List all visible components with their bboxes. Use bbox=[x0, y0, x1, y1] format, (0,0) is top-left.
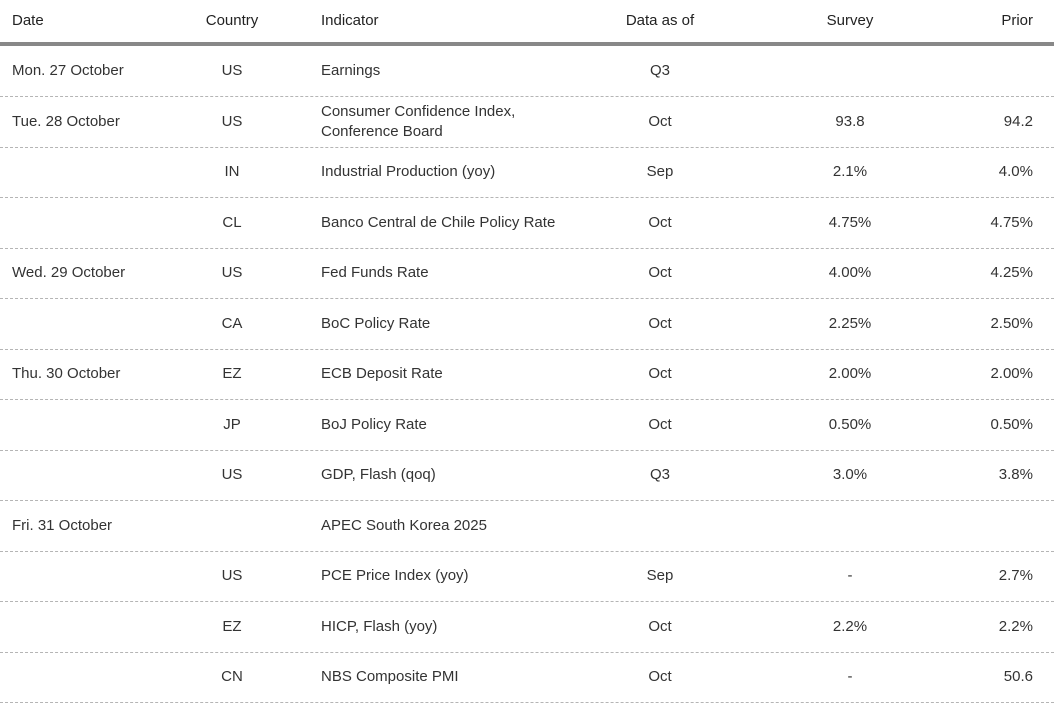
table-row: CN NBS Composite PMI Oct - 50.6 bbox=[0, 652, 1054, 703]
prior-cell: 4.75% bbox=[990, 213, 1033, 231]
data-as-of-cell: Oct bbox=[648, 264, 672, 281]
data-as-of-cell bbox=[610, 501, 710, 551]
prior-cell: 2.50% bbox=[990, 314, 1033, 332]
prior-cell: 2.00% bbox=[990, 365, 1033, 382]
prior-cell: 50.6 bbox=[1003, 668, 1033, 685]
date-cell bbox=[12, 652, 192, 702]
date-cell: Tue. 28 October bbox=[12, 112, 120, 130]
table-row: IN Industrial Production (yoy) Sep 2.1% 4.0% bbox=[0, 147, 1054, 198]
country-cell: US bbox=[221, 112, 243, 130]
country-cell: CA bbox=[221, 314, 243, 332]
date-cell bbox=[12, 198, 192, 248]
date-cell: Thu. 30 October bbox=[12, 365, 121, 382]
data-as-of-cell: Sep bbox=[646, 163, 674, 180]
indicator-cell: PCE Price Index (yoy) bbox=[321, 567, 469, 584]
country-cell: EZ bbox=[222, 365, 242, 382]
survey-cell: - bbox=[847, 668, 853, 685]
date-cell bbox=[12, 400, 192, 450]
country-cell: Country bbox=[205, 12, 259, 29]
table-row: Mon. 27 October US Earnings Q3 bbox=[0, 46, 1054, 97]
table-row: US PCE Price Index (yoy) Sep - 2.7% bbox=[0, 551, 1054, 602]
indicator-cell: BoJ Policy Rate bbox=[321, 415, 427, 433]
table-row: CL Banco Central de Chile Policy Rate Oct 4… bbox=[0, 198, 1054, 249]
survey-cell: Survey bbox=[826, 12, 874, 29]
data-as-of-cell: Oct bbox=[648, 668, 672, 685]
country-cell: IN bbox=[224, 163, 240, 180]
survey-cell: 4.75% bbox=[828, 213, 872, 231]
data-as-of-cell: Oct bbox=[648, 617, 672, 635]
data-as-of-cell: Oct bbox=[648, 314, 672, 332]
table-row: EZ HICP, Flash (yoy) Oct 2.2% 2.2% bbox=[0, 602, 1054, 653]
prior-cell bbox=[930, 501, 1033, 551]
prior-cell: 94.2 bbox=[1003, 112, 1033, 130]
prior-cell: 4.25% bbox=[990, 264, 1033, 281]
table-row: US GDP, Flash (qoq) Q3 3.0% 3.8% bbox=[0, 450, 1054, 501]
table-row: Fri. 31 October APEC South Korea 2025 bbox=[0, 501, 1054, 552]
survey-cell: - bbox=[847, 567, 853, 584]
country-cell: US bbox=[221, 62, 243, 79]
data-as-of-cell: Oct bbox=[648, 365, 672, 382]
header-row: Date Country Indicator Data as of Survey Prio… bbox=[0, 0, 1054, 46]
indicator-cell: Earnings bbox=[321, 62, 381, 79]
prior-cell: 3.8% bbox=[998, 466, 1033, 483]
survey-cell: 3.0% bbox=[832, 466, 868, 483]
date-cell bbox=[12, 299, 192, 349]
survey-cell bbox=[790, 46, 910, 96]
prior-cell: 4.0% bbox=[998, 163, 1033, 180]
country-cell: US bbox=[221, 567, 243, 584]
date-cell bbox=[12, 602, 192, 652]
indicator-cell: GDP, Flash (qoq) bbox=[321, 466, 436, 483]
country-cell: US bbox=[221, 466, 243, 483]
data-as-of-cell: Q3 bbox=[649, 466, 670, 483]
survey-cell: 4.00% bbox=[828, 264, 872, 281]
country-cell: CL bbox=[222, 213, 242, 231]
survey-cell: 93.8 bbox=[835, 112, 865, 130]
table-row: JP BoJ Policy Rate Oct 0.50% 0.50% bbox=[0, 400, 1054, 451]
date-cell: Mon. 27 October bbox=[12, 62, 124, 79]
survey-cell: 0.50% bbox=[828, 415, 872, 433]
survey-cell bbox=[790, 501, 910, 551]
date-cell bbox=[12, 147, 192, 197]
survey-cell: 2.1% bbox=[832, 163, 868, 180]
data-as-of-cell: Oct bbox=[648, 415, 672, 433]
survey-cell: 2.25% bbox=[828, 314, 872, 332]
indicator-cell: NBS Composite PMI bbox=[321, 668, 459, 685]
indicator-cell: APEC South Korea 2025 bbox=[321, 516, 487, 534]
data-as-of-cell: Data as of bbox=[625, 12, 695, 29]
date-cell bbox=[12, 450, 192, 500]
data-as-of-cell: Oct bbox=[648, 213, 672, 231]
table-row: CA BoC Policy Rate Oct 2.25% 2.50% bbox=[0, 299, 1054, 350]
indicator-cell: BoC Policy Rate bbox=[321, 314, 431, 332]
country-cell: JP bbox=[223, 415, 241, 433]
data-as-of-cell: Oct bbox=[648, 112, 672, 130]
indicator-cell: ECB Deposit Rate bbox=[321, 365, 443, 382]
table-row: Wed. 29 October US Fed Funds Rate Oct 4.00% 4… bbox=[0, 248, 1054, 299]
country-cell: CN bbox=[221, 668, 243, 685]
survey-cell: 2.2% bbox=[832, 617, 868, 635]
table-row: Tue. 28 October US Consumer Confidence Ind… bbox=[0, 97, 1054, 148]
prior-cell: 0.50% bbox=[990, 415, 1033, 433]
date-cell: Wed. 29 October bbox=[12, 264, 126, 281]
date-cell bbox=[12, 551, 192, 601]
prior-cell bbox=[930, 46, 1033, 96]
country-cell: US bbox=[221, 264, 243, 281]
survey-cell: 2.00% bbox=[828, 365, 872, 382]
date-cell: Date bbox=[12, 12, 44, 29]
indicator-cell: Industrial Production (yoy) bbox=[321, 163, 496, 180]
data-as-of-cell: Sep bbox=[646, 567, 674, 584]
data-as-of-cell: Q3 bbox=[649, 62, 670, 79]
indicator-cell: Consumer Confidence Index, Conference Bo… bbox=[321, 102, 516, 140]
indicator-cell: HICP, Flash (yoy) bbox=[321, 617, 438, 635]
country-cell: EZ bbox=[222, 617, 242, 635]
prior-cell: 2.7% bbox=[998, 567, 1033, 584]
date-cell: Fri. 31 October bbox=[12, 516, 113, 534]
indicator-cell: Banco Central de Chile Policy Rate bbox=[321, 213, 556, 231]
indicator-cell: Fed Funds Rate bbox=[321, 264, 429, 281]
prior-cell: 2.2% bbox=[998, 617, 1033, 635]
country-cell bbox=[192, 501, 272, 551]
prior-cell: Prior bbox=[1001, 12, 1033, 29]
table-row: Thu. 30 October EZ ECB Deposit Rate Oct 2.00… bbox=[0, 349, 1054, 400]
indicator-cell: Indicator bbox=[321, 12, 379, 29]
